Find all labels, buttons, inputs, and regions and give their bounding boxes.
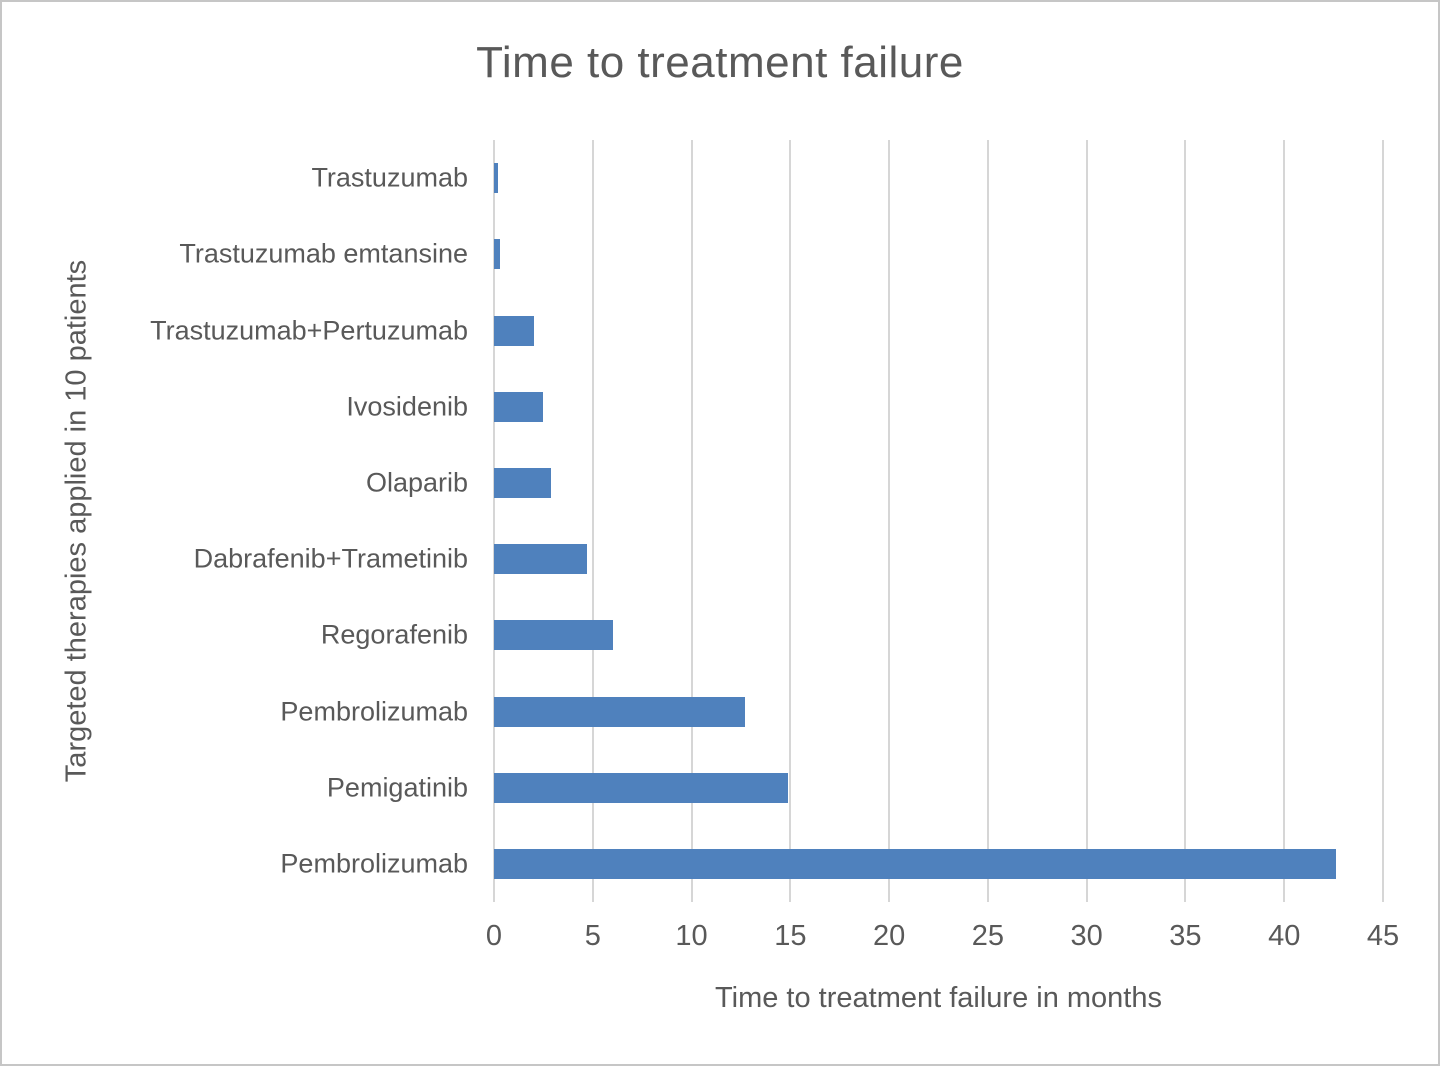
- category-label: Dabrafenib+Trametinib: [193, 543, 468, 574]
- category-label: Trastuzumab+Pertuzumab: [150, 315, 468, 345]
- gridline: [1085, 140, 1088, 902]
- bar: [494, 696, 745, 727]
- gridline: [690, 140, 693, 902]
- x-tick-label: 10: [675, 920, 708, 952]
- bar: [494, 163, 498, 194]
- category-label: Ivosidenib: [346, 391, 468, 422]
- gridline: [888, 140, 891, 902]
- gridline: [493, 140, 495, 902]
- x-tick-label: 35: [1169, 920, 1202, 952]
- category-label: Pembrolizumab: [280, 696, 468, 726]
- category-axis: Trastuzumab Trastuzumab emtansine Trastuzu…: [2, 2, 468, 1064]
- plot-area: [493, 140, 1384, 902]
- bar: [494, 848, 1336, 879]
- bar: [494, 467, 552, 498]
- category-label: Trastuzumab emtansine: [179, 238, 468, 269]
- gridline: [1283, 140, 1286, 902]
- category-label: Pemigatinib: [326, 772, 468, 803]
- x-tick-label: 0: [485, 920, 503, 952]
- category-label: Trastuzumab: [311, 162, 468, 193]
- gridline: [1382, 140, 1384, 902]
- bar: [494, 239, 500, 270]
- x-tick-label: 40: [1268, 920, 1301, 952]
- x-tick-label: 5: [584, 920, 601, 952]
- chart-title: Time to treatment failure: [476, 38, 964, 87]
- category-label: Regorafenib: [320, 619, 468, 650]
- x-tick-label: 25: [971, 920, 1004, 952]
- x-tick-label: 30: [1070, 920, 1103, 952]
- x-tick-label: 20: [872, 920, 906, 952]
- bar: [494, 315, 534, 346]
- gridline: [986, 140, 989, 902]
- gridline: [789, 140, 792, 902]
- x-axis-title: Time to treatment failure in months: [715, 982, 1162, 1014]
- bar: [494, 620, 613, 651]
- x-tick-label: 45: [1366, 920, 1400, 952]
- bar: [494, 544, 587, 575]
- category-label: Pembrolizumab: [280, 848, 468, 879]
- category-label: Olaparib: [365, 467, 468, 498]
- x-tick-label: 15: [774, 920, 807, 952]
- bar: [494, 391, 544, 422]
- bar: [494, 772, 789, 803]
- gridline: [1184, 140, 1187, 902]
- gridline: [591, 140, 594, 902]
